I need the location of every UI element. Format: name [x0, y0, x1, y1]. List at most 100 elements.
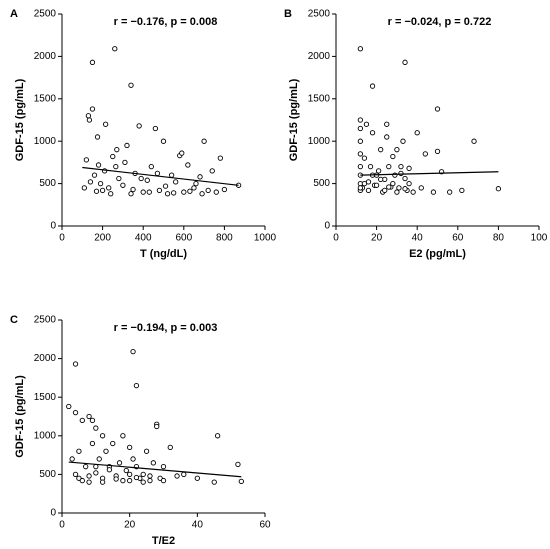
point [93, 188, 100, 194]
x-axis-label: T/E2 [152, 535, 175, 547]
point [72, 409, 79, 416]
point [221, 186, 228, 193]
point [152, 125, 159, 132]
point [162, 183, 169, 189]
point [375, 168, 382, 174]
trend-line [360, 171, 499, 176]
point [87, 179, 94, 185]
point [201, 138, 207, 144]
point [154, 423, 160, 430]
point [85, 113, 92, 119]
x-tick-label: 20 [124, 520, 136, 531]
y-axis-label: GDF-15 (pg/mL) [288, 78, 300, 161]
x-tick-label: 40 [192, 520, 204, 531]
y-axis-label: GDF-15 (pg/mL) [14, 78, 26, 161]
x-tick-label: 80 [493, 233, 505, 244]
point [94, 134, 101, 140]
trend-line [68, 461, 242, 478]
point [495, 186, 502, 192]
point [422, 151, 428, 157]
point [154, 170, 161, 177]
point [179, 150, 185, 156]
point [357, 163, 364, 170]
point [361, 155, 368, 161]
x-tick-label: 40 [412, 233, 424, 244]
point [128, 191, 134, 197]
point [114, 147, 120, 153]
point [99, 479, 106, 485]
point [83, 464, 89, 470]
point [128, 82, 134, 88]
point [140, 471, 146, 478]
point [89, 59, 96, 65]
point [91, 172, 98, 178]
point [367, 163, 374, 170]
point [406, 180, 412, 187]
point [108, 191, 114, 197]
point [430, 189, 437, 195]
point [209, 168, 215, 174]
point [400, 138, 406, 144]
point [99, 433, 106, 439]
point [156, 187, 163, 194]
y-tick-label: 2500 [308, 9, 331, 20]
point [95, 162, 102, 168]
x-tick-label: 0 [59, 233, 65, 244]
point [384, 121, 390, 127]
point [66, 403, 72, 410]
point [398, 170, 404, 177]
point [447, 189, 453, 195]
point [83, 157, 90, 163]
annotation: r = −0.024, p = 0.722 [388, 16, 492, 28]
x-tick-label: 0 [333, 233, 339, 244]
trend-line [82, 166, 239, 186]
y-tick-label: 2000 [34, 51, 57, 62]
point [357, 138, 364, 144]
point [148, 163, 154, 170]
y-tick-label: 0 [50, 221, 56, 232]
point [120, 182, 126, 188]
y-tick-label: 1500 [34, 392, 57, 403]
y-tick-label: 500 [39, 178, 56, 189]
point [361, 180, 368, 187]
point [144, 177, 150, 183]
y-axis-label: GDF-15 (pg/mL) [14, 375, 26, 458]
point [434, 148, 441, 155]
point [120, 477, 126, 484]
point [211, 479, 217, 485]
point [384, 134, 390, 140]
point [146, 189, 152, 195]
point [110, 153, 116, 160]
point [199, 191, 205, 197]
point [79, 417, 85, 424]
x-tick-label: 1000 [254, 233, 277, 244]
x-tick-label: 800 [216, 233, 233, 244]
annotation: r = −0.176, p = 0.008 [114, 16, 218, 28]
point [402, 186, 408, 192]
point [122, 159, 128, 166]
point [116, 460, 123, 466]
point [197, 174, 203, 180]
point [235, 461, 241, 468]
y-tick-label: 1500 [34, 93, 57, 104]
point [113, 163, 119, 170]
point [113, 476, 119, 482]
point [185, 162, 191, 168]
point [136, 123, 142, 129]
point [150, 460, 157, 466]
point [86, 479, 92, 485]
point [81, 185, 87, 191]
y-tick-label: 1000 [34, 136, 57, 147]
y-tick-label: 2000 [34, 353, 57, 364]
point [97, 180, 104, 187]
point [181, 189, 187, 195]
point [103, 448, 109, 454]
x-tick-label: 0 [59, 520, 65, 531]
point [160, 477, 167, 484]
point [205, 187, 211, 194]
point [76, 448, 82, 454]
point [386, 184, 392, 190]
point [396, 185, 402, 191]
point [410, 189, 416, 195]
panel-label: A [10, 8, 18, 20]
